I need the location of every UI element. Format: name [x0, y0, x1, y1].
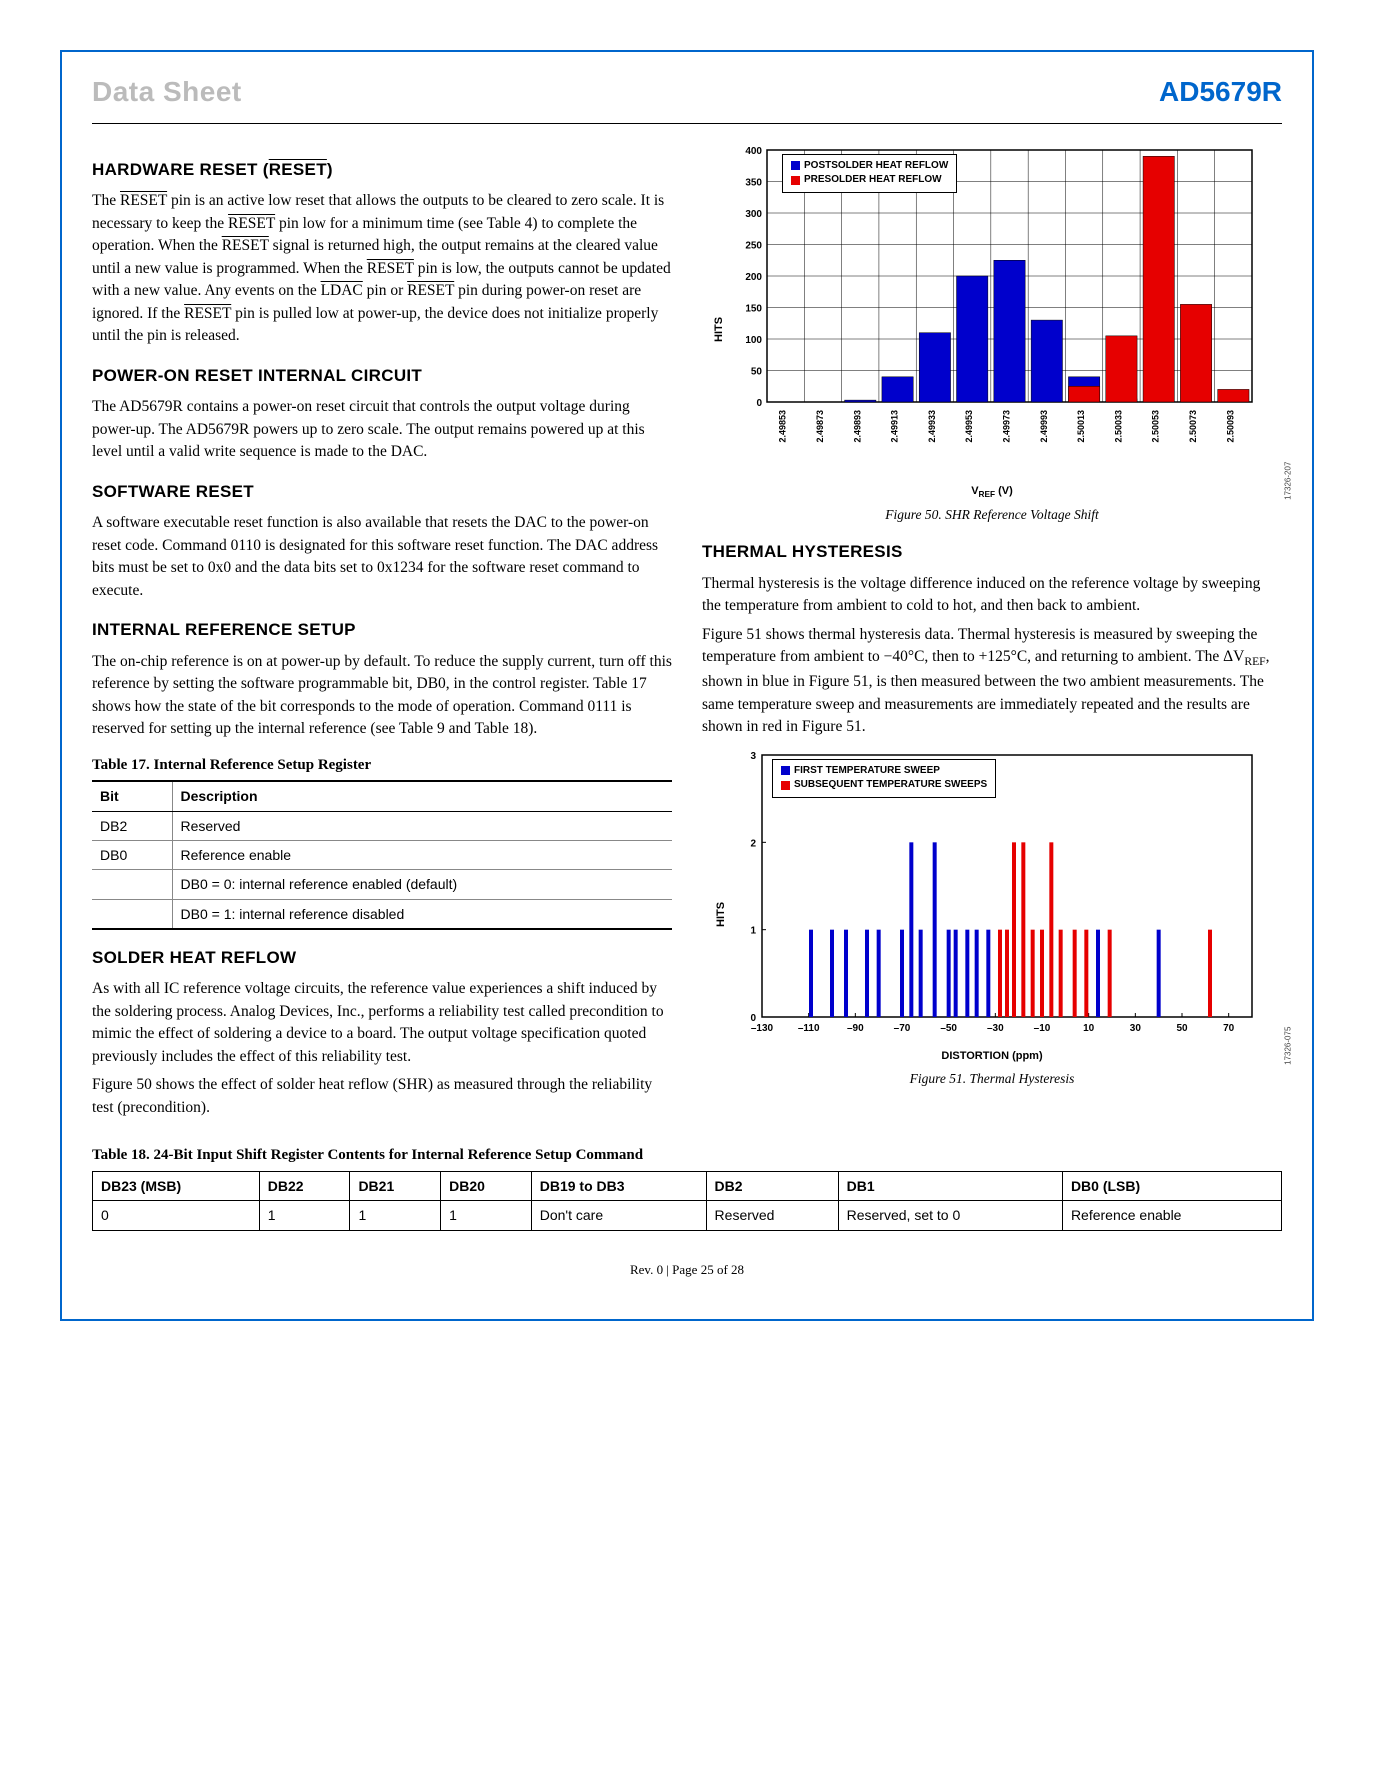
- svg-text:2.50093: 2.50093: [1225, 410, 1235, 443]
- table17-title: Table 17. Internal Reference Setup Regis…: [92, 755, 672, 777]
- svg-text:2.49893: 2.49893: [852, 410, 862, 443]
- svg-text:300: 300: [745, 209, 762, 220]
- table17: Bit Description DB2ReservedDB0Reference …: [92, 780, 672, 929]
- para-th1: Thermal hysteresis is the voltage differ…: [702, 573, 1282, 618]
- fig50-id: 17326-207: [1282, 462, 1294, 500]
- svg-text:50: 50: [1176, 1023, 1188, 1034]
- svg-text:–10: –10: [1034, 1023, 1051, 1034]
- figure-51-chart: HITS FIRST TEMPERATURE SWEEP SUBSEQUENT …: [702, 747, 1282, 1047]
- fig51-ylabel: HITS: [714, 902, 730, 927]
- svg-text:10: 10: [1083, 1023, 1095, 1034]
- heading-sw-reset: SOFTWARE RESET: [92, 480, 672, 505]
- svg-text:1: 1: [750, 925, 756, 936]
- table18-title: Table 18. 24-Bit Input Shift Register Co…: [92, 1145, 1282, 1167]
- svg-text:50: 50: [751, 366, 763, 377]
- svg-text:–90: –90: [847, 1023, 864, 1034]
- svg-text:2.50013: 2.50013: [1076, 410, 1086, 443]
- svg-text:3: 3: [750, 751, 756, 762]
- fig50-ylabel: HITS: [712, 317, 728, 342]
- table17-h1: Description: [172, 781, 672, 811]
- para-th2: Figure 51 shows thermal hysteresis data.…: [702, 624, 1282, 739]
- heading-thermal: THERMAL HYSTERESIS: [702, 540, 1282, 565]
- svg-text:150: 150: [745, 303, 762, 314]
- doc-type: Data Sheet: [92, 72, 242, 113]
- svg-text:–130: –130: [751, 1023, 774, 1034]
- svg-text:100: 100: [745, 335, 762, 346]
- para-hw-reset: The RESET pin is an active low reset tha…: [92, 190, 672, 347]
- page-frame: Data Sheet AD5679R HARDWARE RESET (RESET…: [60, 50, 1314, 1321]
- svg-text:2.50073: 2.50073: [1188, 410, 1198, 443]
- svg-text:2.49873: 2.49873: [815, 410, 825, 443]
- svg-text:0: 0: [756, 398, 762, 409]
- heading-por: POWER-ON RESET INTERNAL CIRCUIT: [92, 364, 672, 389]
- svg-text:30: 30: [1130, 1023, 1142, 1034]
- heading-iref: INTERNAL REFERENCE SETUP: [92, 618, 672, 643]
- svg-text:350: 350: [745, 177, 762, 188]
- svg-text:250: 250: [745, 240, 762, 251]
- heading-hw-reset: HARDWARE RESET (RESET): [92, 158, 672, 183]
- para-por: The AD5679R contains a power-on reset ci…: [92, 396, 672, 463]
- fig50-caption: Figure 50. SHR Reference Voltage Shift: [702, 505, 1282, 525]
- svg-text:–50: –50: [940, 1023, 957, 1034]
- table18: DB23 (MSB)DB22DB21DB20DB19 to DB3DB2DB1D…: [92, 1171, 1282, 1231]
- page-footer: Rev. 0 | Page 25 of 28: [92, 1261, 1282, 1280]
- para-shr1: As with all IC reference voltage circuit…: [92, 978, 672, 1068]
- heading-shr: SOLDER HEAT REFLOW: [92, 946, 672, 971]
- svg-text:2.49953: 2.49953: [964, 410, 974, 443]
- svg-text:–30: –30: [987, 1023, 1004, 1034]
- table17-h0: Bit: [92, 781, 172, 811]
- fig51-id: 17326-075: [1282, 1027, 1294, 1065]
- para-sw-reset: A software executable reset function is …: [92, 512, 672, 602]
- fig51-legend: FIRST TEMPERATURE SWEEP SUBSEQUENT TEMPE…: [772, 759, 996, 798]
- svg-text:2.49933: 2.49933: [927, 410, 937, 443]
- svg-text:400: 400: [745, 146, 762, 157]
- fig50-legend: POSTSOLDER HEAT REFLOW PRESOLDER HEAT RE…: [782, 154, 957, 193]
- svg-text:2.49853: 2.49853: [778, 410, 788, 443]
- fig50-xlabel: VREF (V): [702, 484, 1282, 501]
- svg-text:200: 200: [745, 272, 762, 283]
- svg-text:–110: –110: [798, 1023, 820, 1034]
- svg-text:2.49993: 2.49993: [1039, 410, 1049, 443]
- svg-text:2.49973: 2.49973: [1002, 410, 1012, 443]
- part-number[interactable]: AD5679R: [1159, 72, 1282, 113]
- para-shr2: Figure 50 shows the effect of solder hea…: [92, 1074, 672, 1119]
- right-column: HITS POSTSOLDER HEAT REFLOW PRESOLDER HE…: [702, 142, 1282, 1126]
- svg-text:2.49913: 2.49913: [890, 410, 900, 443]
- svg-text:–70: –70: [894, 1023, 911, 1034]
- fig51-xlabel: DISTORTION (ppm): [702, 1049, 1282, 1065]
- fig51-caption: Figure 51. Thermal Hysteresis: [702, 1069, 1282, 1089]
- svg-text:70: 70: [1223, 1023, 1235, 1034]
- svg-text:2.50053: 2.50053: [1151, 410, 1161, 443]
- svg-text:2: 2: [750, 838, 756, 849]
- left-column: HARDWARE RESET (RESET) The RESET pin is …: [92, 142, 672, 1126]
- svg-text:2.50033: 2.50033: [1113, 410, 1123, 443]
- page-header: Data Sheet AD5679R: [92, 72, 1282, 124]
- figure-50-chart: HITS POSTSOLDER HEAT REFLOW PRESOLDER HE…: [702, 142, 1282, 482]
- para-iref: The on-chip reference is on at power-up …: [92, 651, 672, 741]
